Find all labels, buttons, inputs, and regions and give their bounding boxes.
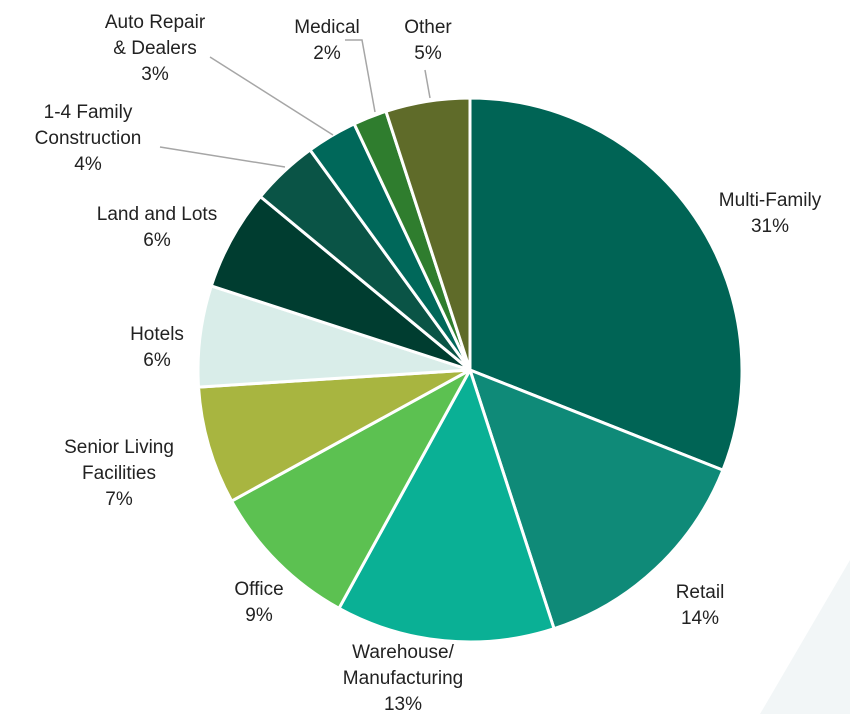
slice-label: Multi-Family 31% — [719, 188, 821, 240]
slice-label: 1-4 Family Construction 4% — [35, 100, 142, 178]
category-label: Office — [234, 579, 284, 600]
slice-label: Medical 2% — [294, 15, 359, 67]
category-label: Warehouse/ Manufacturing — [342, 642, 464, 689]
category-label: Hotels — [130, 324, 184, 345]
slice-label: Senior Living Facilities 7% — [64, 435, 174, 513]
value-label: 6% — [143, 350, 171, 371]
category-label: Auto Repair & Dealers — [104, 12, 206, 59]
pie-slice — [337, 368, 556, 644]
leader-line — [345, 39, 376, 113]
pie-slice — [230, 368, 472, 610]
slice-label: Auto Repair & Dealers 3% — [105, 10, 205, 88]
value-label: 5% — [414, 43, 442, 64]
slice-label: Office 9% — [234, 577, 283, 629]
leader-line — [209, 56, 334, 136]
value-label: 31% — [750, 216, 790, 237]
slice-label: Land and Lots 6% — [97, 202, 217, 254]
category-label: Multi-Family — [718, 190, 822, 211]
slice-label: Retail 14% — [676, 580, 725, 632]
pie — [196, 96, 744, 644]
category-label: Retail — [675, 582, 725, 603]
value-label: 4% — [74, 154, 102, 175]
category-label: Land and Lots — [96, 204, 218, 225]
leader-line — [424, 69, 431, 99]
value-label: 6% — [143, 230, 171, 251]
category-label: 1-4 Family Construction — [34, 102, 142, 149]
value-label: 14% — [680, 608, 720, 629]
category-label: Medical — [294, 17, 360, 38]
value-label: 2% — [313, 43, 341, 64]
leader-line — [159, 146, 286, 168]
pie-slice — [468, 96, 744, 472]
pie-slice — [197, 368, 472, 503]
slice-label: Hotels 6% — [130, 322, 184, 374]
value-label: 13% — [383, 694, 423, 715]
value-label: 7% — [105, 489, 133, 510]
slice-label: Warehouse/ Manufacturing 13% — [343, 640, 463, 718]
category-label: Senior Living Facilities — [64, 437, 174, 484]
background-shape — [760, 560, 850, 714]
pie-slice — [384, 96, 472, 372]
value-label: 9% — [245, 605, 273, 626]
category-label: Other — [404, 17, 452, 38]
slice-label: Other 5% — [404, 15, 452, 67]
value-label: 3% — [141, 64, 169, 85]
leader-lines — [159, 39, 431, 168]
